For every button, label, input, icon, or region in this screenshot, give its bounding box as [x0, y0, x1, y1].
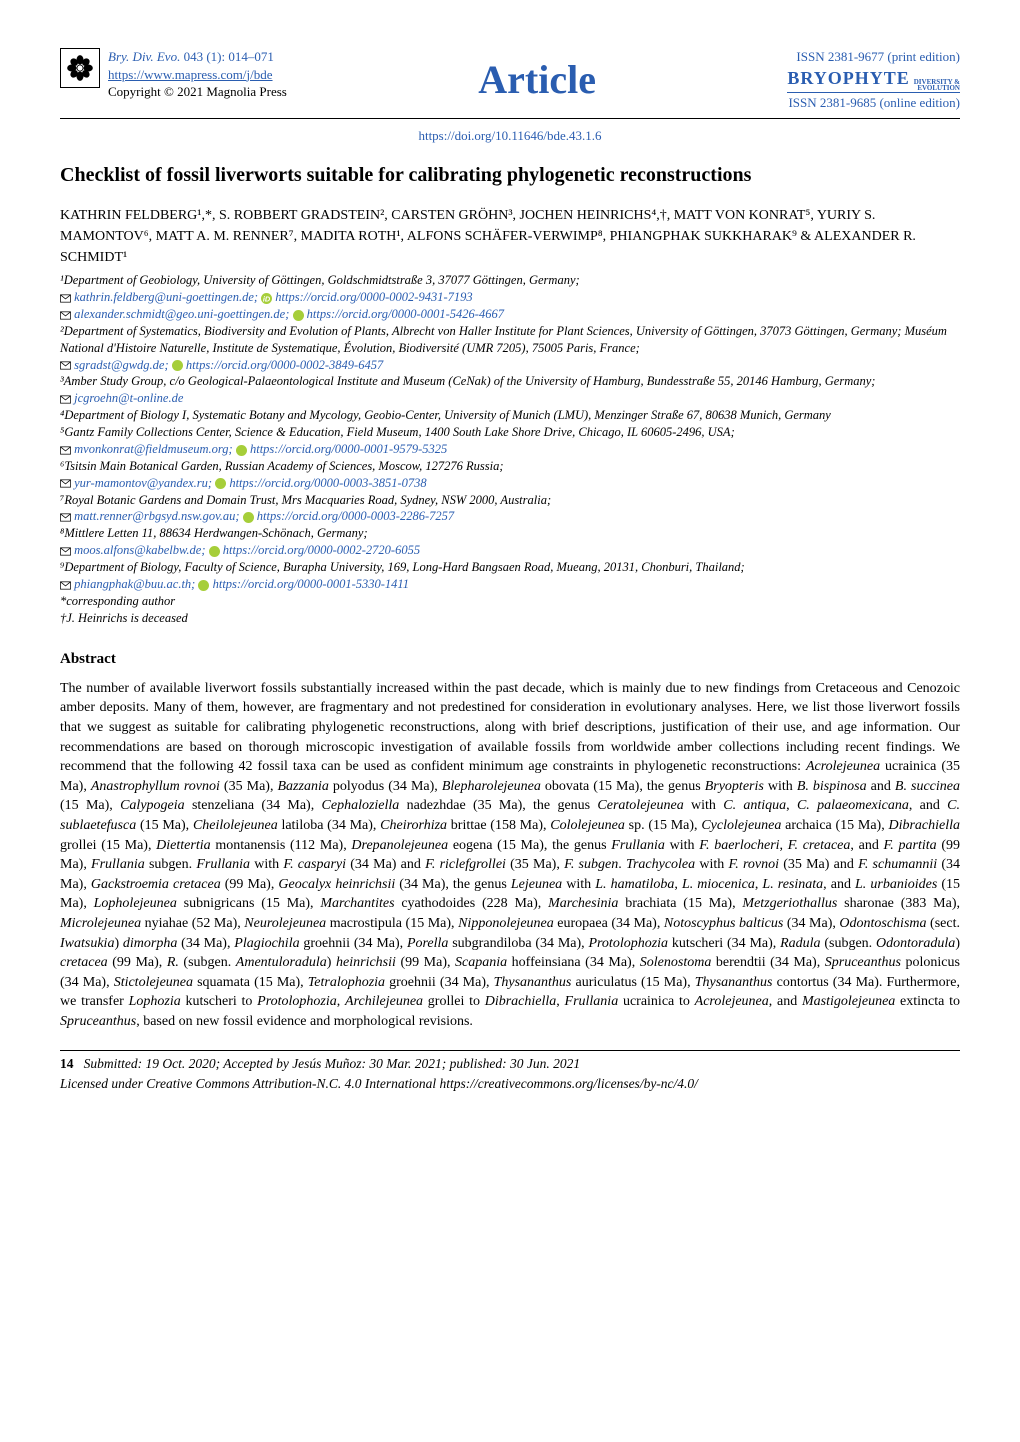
footer-license-line: Licensed under Creative Commons Attribut… — [60, 1075, 960, 1093]
contact-line: kathrin.feldberg@uni-goettingen.de; iD h… — [60, 289, 960, 306]
header-right-block: ISSN 2381-9677 (print edition) BRYOPHYTE… — [787, 48, 960, 112]
journal-logo: BRYOPHYTE DIVERSITY & EVOLUTION — [787, 66, 960, 92]
email-link[interactable]: mvonkonrat@fieldmuseum.org; — [74, 442, 233, 456]
orcid-link[interactable]: https://orcid.org/0000-0002-9431-7193 — [275, 290, 472, 304]
contact-line: phiangphak@buu.ac.th; https://orcid.org/… — [60, 576, 960, 593]
affiliation-8: ⁸Mittlere Letten 11, 88634 Herdwangen-Sc… — [60, 525, 960, 542]
corresponding-author-note: *corresponding author — [60, 593, 960, 610]
affiliations-block: ¹Department of Geobiology, University of… — [60, 272, 960, 626]
contact-line: matt.renner@rbgsyd.nsw.gov.au; https://o… — [60, 508, 960, 525]
mail-icon — [60, 581, 71, 590]
orcid-link[interactable]: https://orcid.org/0000-0003-3851-0738 — [229, 476, 426, 490]
deceased-note: †J. Heinrichs is deceased — [60, 610, 960, 627]
affiliation-1: ¹Department of Geobiology, University of… — [60, 272, 960, 289]
orcid-icon — [215, 478, 226, 489]
mail-icon — [60, 361, 71, 370]
header-left-block: Bry. Div. Evo. 043 (1): 014–071 https://… — [60, 48, 287, 101]
orcid-link[interactable]: https://orcid.org/0000-0001-5426-4667 — [307, 307, 504, 321]
journal-logo-main: BRYOPHYTE — [787, 66, 909, 90]
issn-online: ISSN 2381-9685 (online edition) — [787, 94, 960, 112]
svg-text:iD: iD — [263, 294, 271, 303]
doi-link[interactable]: https://doi.org/10.11646/bde.43.1.6 — [418, 128, 601, 143]
orcid-icon — [236, 445, 247, 456]
header-left-lines: Bry. Div. Evo. 043 (1): 014–071 https://… — [108, 48, 287, 101]
contact-line: moos.alfons@kabelbw.de; https://orcid.or… — [60, 542, 960, 559]
submission-dates: Submitted: 19 Oct. 2020; Accepted by Jes… — [84, 1056, 581, 1071]
affiliation-5: ⁵Gantz Family Collections Center, Scienc… — [60, 424, 960, 441]
email-link[interactable]: matt.renner@rbgsyd.nsw.gov.au; — [74, 509, 239, 523]
journal-header: Bry. Div. Evo. 043 (1): 014–071 https://… — [60, 48, 960, 112]
orcid-link[interactable]: https://orcid.org/0000-0001-5330-1411 — [213, 577, 409, 591]
journal-logo-subtitle: DIVERSITY & EVOLUTION — [914, 79, 960, 92]
header-rule — [60, 118, 960, 119]
orcid-icon — [209, 546, 220, 557]
email-link[interactable]: sgradst@gwdg.de; — [74, 358, 169, 372]
email-link[interactable]: kathrin.feldberg@uni-goettingen.de; — [74, 290, 258, 304]
orcid-icon — [243, 512, 254, 523]
journal-reference: Bry. Div. Evo. 043 (1): 014–071 — [108, 48, 287, 66]
contact-line: alexander.schmidt@geo.uni-goettingen.de;… — [60, 306, 960, 323]
email-link[interactable]: yur-mamontov@yandex.ru; — [74, 476, 212, 490]
affiliation-4: ⁴Department of Biology I, Systematic Bot… — [60, 407, 960, 424]
affiliation-3: ³Amber Study Group, c/o Geological-Palae… — [60, 373, 960, 390]
affiliation-9: ⁹Department of Biology, Faculty of Scien… — [60, 559, 960, 576]
contact-line: sgradst@gwdg.de; https://orcid.org/0000-… — [60, 357, 960, 374]
journal-volume-pages: 043 (1): 014–071 — [180, 49, 274, 64]
publisher-logo-box — [60, 48, 100, 88]
email-link[interactable]: jcgroehn@t-online.de — [74, 391, 183, 405]
contact-line: mvonkonrat@fieldmuseum.org; https://orci… — [60, 441, 960, 458]
journal-abbrev: Bry. Div. Evo. — [108, 49, 180, 64]
issn-print: ISSN 2381-9677 (print edition) — [787, 48, 960, 66]
orcid-link[interactable]: https://orcid.org/0000-0002-2720-6055 — [223, 543, 420, 557]
mail-icon — [60, 547, 71, 556]
orcid-icon: iD — [261, 293, 272, 304]
copyright-line: Copyright © 2021 Magnolia Press — [108, 83, 287, 101]
abstract-heading: Abstract — [60, 649, 960, 669]
orcid-link[interactable]: https://orcid.org/0000-0002-3849-6457 — [186, 358, 383, 372]
journal-logo-sub2: EVOLUTION — [914, 85, 960, 91]
affiliation-6: ⁶Tsitsin Main Botanical Garden, Russian … — [60, 458, 960, 475]
page-number: 14 — [60, 1056, 74, 1071]
mail-icon — [60, 294, 71, 303]
mail-icon — [60, 513, 71, 522]
affiliation-2: ²Department of Systematics, Biodiversity… — [60, 323, 960, 357]
orcid-link[interactable]: https://orcid.org/0000-0001-9579-5325 — [250, 442, 447, 456]
footer-rule — [60, 1050, 960, 1051]
mail-icon — [60, 446, 71, 455]
affiliation-7: ⁷Royal Botanic Gardens and Domain Trust,… — [60, 492, 960, 509]
email-link[interactable]: phiangphak@buu.ac.th; — [74, 577, 195, 591]
journal-url-link[interactable]: https://www.mapress.com/j/bde — [108, 67, 273, 82]
mail-icon — [60, 479, 71, 488]
contact-line: jcgroehn@t-online.de — [60, 390, 960, 407]
abstract-body: The number of available liverwort fossil… — [60, 679, 960, 1032]
flower-icon — [66, 54, 94, 82]
contact-line: yur-mamontov@yandex.ru; https://orcid.or… — [60, 475, 960, 492]
mail-icon — [60, 311, 71, 320]
author-list: KATHRIN FELDBERG¹,*, S. ROBBERT GRADSTEI… — [60, 205, 960, 268]
article-type-label: Article — [478, 53, 596, 107]
orcid-icon — [198, 580, 209, 591]
footer-submitted-line: 14 Submitted: 19 Oct. 2020; Accepted by … — [60, 1055, 960, 1073]
email-link[interactable]: moos.alfons@kabelbw.de; — [74, 543, 205, 557]
mail-icon — [60, 395, 71, 404]
orcid-icon — [293, 310, 304, 321]
orcid-link[interactable]: https://orcid.org/0000-0003-2286-7257 — [257, 509, 454, 523]
orcid-icon — [172, 360, 183, 371]
email-link[interactable]: alexander.schmidt@geo.uni-goettingen.de; — [74, 307, 289, 321]
paper-title: Checklist of fossil liverworts suitable … — [60, 162, 960, 189]
